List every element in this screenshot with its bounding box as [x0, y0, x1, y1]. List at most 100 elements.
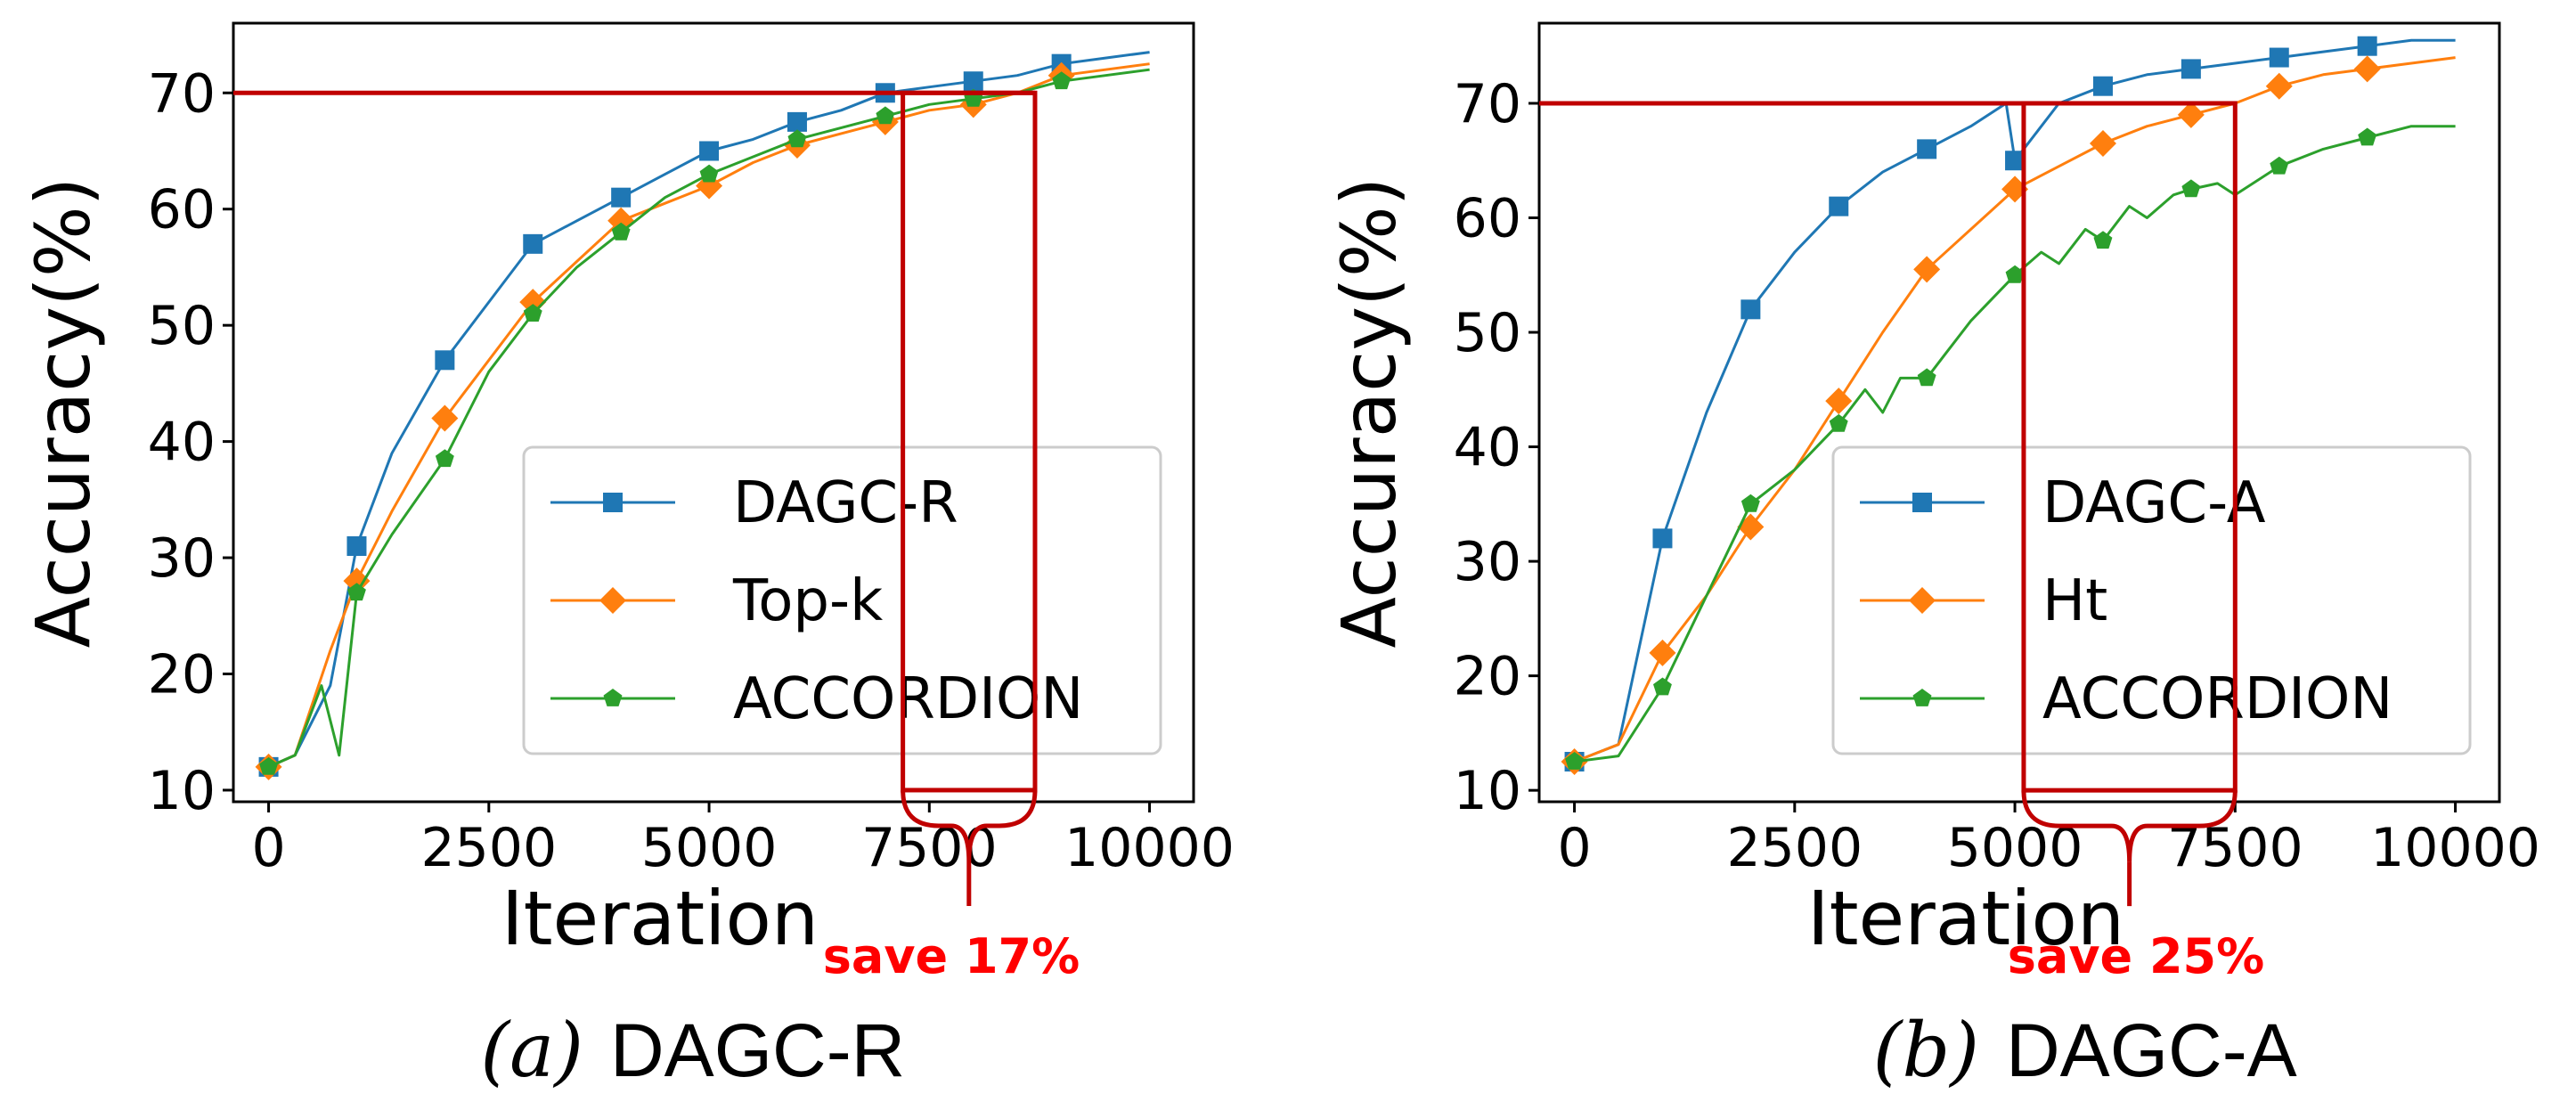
data-point	[699, 141, 720, 161]
data-point	[1740, 494, 1760, 512]
data-point	[699, 164, 719, 183]
legend-box	[522, 445, 1162, 755]
savings-label: save 17%	[823, 928, 1080, 984]
data-point	[787, 129, 807, 148]
series-line-0	[1574, 38, 2456, 763]
legend-marker	[603, 689, 623, 706]
data-point	[876, 106, 895, 125]
x-tick-label: 2500	[1726, 817, 1863, 879]
legend-label: ACCORDION	[2042, 666, 2393, 732]
caption-text: DAGC-R	[610, 1008, 905, 1092]
data-point	[611, 222, 631, 241]
x-tick-label: 0	[1557, 817, 1591, 879]
y-tick-label: 30	[1454, 531, 1521, 593]
data-point	[431, 404, 459, 432]
data-point	[1737, 513, 1765, 541]
data-point	[611, 187, 632, 208]
y-tick-label: 40	[148, 412, 216, 474]
y-tick-label: 50	[148, 295, 216, 357]
x-axis-label: Iteration	[501, 875, 819, 962]
data-point	[259, 756, 278, 775]
x-tick-label: 2500	[420, 817, 557, 879]
legend-marker	[1912, 493, 1932, 512]
x-tick-label: 10000	[1064, 817, 1235, 879]
legend-label: ACCORDION	[733, 666, 1083, 732]
data-point	[2005, 151, 2026, 171]
data-point	[1740, 299, 1761, 320]
data-point	[963, 71, 983, 92]
x-tick-label: 5000	[641, 817, 778, 879]
y-tick-label: 60	[1454, 188, 1521, 250]
data-point	[523, 304, 542, 322]
data-point	[1649, 639, 1676, 666]
caption-label: (a)	[480, 1007, 583, 1094]
data-point	[2089, 129, 2116, 157]
data-point	[2181, 59, 2201, 79]
legend-label: Ht	[2042, 568, 2107, 634]
x-tick-label: 10000	[2370, 817, 2540, 879]
brace	[2021, 790, 2238, 862]
y-tick-label: 10	[1454, 760, 1521, 822]
data-point	[343, 567, 371, 595]
panel-b: 0 2500 5000 7500 1000010203040506070Iteratio…	[1325, 21, 2540, 1094]
y-axis-label: Accuracy(%)	[1325, 177, 1413, 649]
savings-box	[901, 90, 1038, 793]
y-axis-label: Accuracy(%)	[20, 177, 107, 649]
y-tick-label: 40	[1454, 417, 1521, 479]
data-point	[1913, 256, 1941, 283]
y-tick-label: 20	[1454, 646, 1521, 708]
data-point	[1917, 139, 1937, 159]
savings-label: save 25%	[2008, 928, 2264, 984]
data-point	[2270, 156, 2289, 175]
caption-text: DAGC-A	[2006, 1008, 2297, 1092]
data-point	[435, 350, 455, 371]
data-point	[1829, 413, 1848, 432]
data-point	[2353, 55, 2381, 83]
data-point	[2093, 231, 2113, 249]
data-point	[523, 233, 543, 254]
legend-box	[1831, 445, 2472, 755]
plot-area	[232, 21, 1195, 804]
data-point	[2358, 127, 2377, 146]
y-tick-label: 60	[148, 179, 216, 241]
plot-area	[1537, 21, 2501, 804]
data-point	[2265, 72, 2293, 100]
y-tick-label: 20	[148, 644, 216, 706]
y-tick-label: 70	[1454, 73, 1521, 135]
y-tick-label: 50	[1454, 302, 1521, 364]
x-tick-label: 0	[251, 817, 285, 879]
brace	[901, 789, 1038, 861]
data-point	[346, 536, 367, 557]
data-point	[347, 583, 366, 601]
data-point	[1829, 196, 1849, 216]
data-point	[2269, 47, 2289, 68]
savings-box	[2021, 101, 2238, 793]
legend-marker	[1912, 689, 1932, 706]
data-point	[2181, 179, 2201, 198]
legend-label: Top-k	[732, 568, 883, 634]
legend-marker	[603, 493, 623, 512]
data-point	[1565, 752, 1584, 770]
data-point	[2177, 101, 2205, 128]
data-point	[2357, 36, 2377, 56]
legend-marker	[1909, 587, 1936, 614]
legend-label: DAGC-A	[2042, 470, 2266, 536]
data-point	[2092, 76, 2113, 96]
series-line-1	[267, 62, 1150, 769]
data-point	[787, 111, 807, 132]
data-point	[1653, 677, 1672, 696]
panel-a: 0 2500 5000 7500 1000010203040506070Iteratio…	[20, 21, 1235, 1094]
series-line-2	[1574, 125, 2456, 763]
y-tick-label: 70	[148, 62, 216, 125]
data-point	[435, 449, 454, 468]
y-tick-label: 30	[148, 527, 216, 590]
x-axis-label: Iteration	[1807, 875, 2124, 962]
caption-label: (b)	[1873, 1007, 1979, 1094]
data-point	[1052, 71, 1072, 90]
legend-label: DAGC-R	[733, 470, 958, 536]
series-line-0	[267, 51, 1150, 769]
data-point	[1652, 528, 1673, 549]
legend-marker	[599, 587, 626, 614]
data-point	[2005, 265, 2025, 283]
